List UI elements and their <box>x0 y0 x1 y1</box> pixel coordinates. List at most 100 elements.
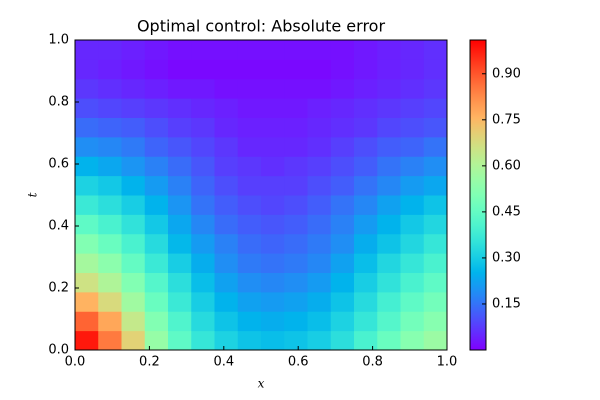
heatmap-cell <box>75 59 99 80</box>
heatmap-cell <box>191 117 215 138</box>
heatmap-cell <box>191 272 215 293</box>
heatmap-cell <box>400 330 425 351</box>
heatmap-cell <box>121 117 146 138</box>
heatmap-cell <box>144 233 169 254</box>
heatmap-cell <box>168 195 192 215</box>
heatmap-cell <box>121 175 146 196</box>
heatmap-cell <box>214 136 239 157</box>
heatmap-cell <box>284 330 308 351</box>
heatmap-cell <box>214 291 239 312</box>
heatmap-cell <box>75 136 99 157</box>
heatmap-cell <box>98 214 122 235</box>
heatmap-cell <box>354 175 378 196</box>
colorbar <box>469 39 487 351</box>
heatmap-cell <box>191 330 215 351</box>
heatmap-cell <box>284 253 308 273</box>
x-tick-label: 0.8 <box>362 355 383 370</box>
heatmap-cell <box>261 233 285 254</box>
heatmap-cell <box>330 78 355 99</box>
heatmap-cell <box>330 59 355 80</box>
heatmap-cell <box>144 272 169 293</box>
heatmap-cell <box>261 117 285 138</box>
heatmap-cell <box>191 253 215 273</box>
y-tick-label: 0.2 <box>48 281 69 296</box>
heatmap-cell <box>214 195 239 215</box>
heatmap-cell <box>261 253 285 273</box>
heatmap-cell <box>400 98 425 118</box>
heatmap-cell <box>330 214 355 235</box>
heatmap-cell <box>284 156 308 177</box>
heatmap-cell <box>214 253 239 273</box>
heatmap-cell <box>237 175 262 196</box>
heatmap-cell <box>75 98 99 118</box>
heatmap-cell <box>144 291 169 312</box>
heatmap-cell <box>354 291 378 312</box>
heatmap-cell <box>354 136 378 157</box>
heatmap-cell <box>377 117 401 138</box>
heatmap-cell <box>400 233 425 254</box>
heatmap-cell <box>423 272 448 293</box>
heatmap-cell <box>423 311 448 332</box>
heatmap-cell <box>168 253 192 273</box>
heatmap-cell <box>400 78 425 99</box>
heatmap-cell <box>377 253 401 273</box>
heatmap-cell <box>307 272 332 293</box>
heatmap-cell <box>75 156 99 177</box>
heatmap-cell <box>284 195 308 215</box>
heatmap-cell <box>75 253 99 273</box>
heatmap-cell <box>75 40 99 60</box>
heatmap-cell <box>121 233 146 254</box>
heatmap-cell <box>237 156 262 177</box>
heatmap-cell <box>400 156 425 177</box>
heatmap-cell <box>330 253 355 273</box>
heatmap-cell <box>121 156 146 177</box>
heatmap-cell <box>423 330 448 351</box>
heatmap-cell <box>284 78 308 99</box>
heatmap-cell <box>330 311 355 332</box>
heatmap-cell <box>168 156 192 177</box>
heatmap-cell <box>377 330 401 351</box>
heatmap-cell <box>284 214 308 235</box>
x-tick-label: 0.4 <box>213 355 234 370</box>
heatmap-cell <box>307 78 332 99</box>
heatmap-cell <box>191 136 215 157</box>
heatmap-cell <box>121 98 146 118</box>
heatmap-cell <box>214 40 239 60</box>
heatmap-cell <box>168 311 192 332</box>
heatmap-cell <box>354 253 378 273</box>
heatmap-cell <box>191 175 215 196</box>
heatmap-cell <box>144 156 169 177</box>
heatmap-cell <box>214 98 239 118</box>
heatmap-cell <box>284 136 308 157</box>
heatmap-cell <box>330 233 355 254</box>
y-tick-label: 1.0 <box>48 33 69 48</box>
heatmap-cell <box>261 136 285 157</box>
heatmap-cell <box>144 136 169 157</box>
heatmap-cell <box>400 253 425 273</box>
heatmap-cell <box>191 78 215 99</box>
heatmap-cell <box>330 98 355 118</box>
heatmap-cell <box>284 98 308 118</box>
heatmap-cell <box>75 175 99 196</box>
heatmap-cell <box>75 195 99 215</box>
heatmap-cell <box>354 330 378 351</box>
heatmap-cell <box>400 117 425 138</box>
heatmap-cell <box>261 272 285 293</box>
heatmap-cell <box>307 214 332 235</box>
heatmap-cell <box>214 233 239 254</box>
heatmap-cell <box>98 175 122 196</box>
heatmap-cell <box>307 98 332 118</box>
heatmap-cell <box>330 40 355 60</box>
heatmap-cell <box>307 156 332 177</box>
heatmap-cell <box>121 78 146 99</box>
heatmap-cell <box>354 272 378 293</box>
heatmap-cell <box>98 40 122 60</box>
heatmap-cell <box>168 272 192 293</box>
heatmap-cell <box>307 195 332 215</box>
heatmap-cell <box>400 311 425 332</box>
colorbar-tick-label: 0.45 <box>492 204 521 219</box>
heatmap-cell <box>214 156 239 177</box>
heatmap-cell <box>75 291 99 312</box>
heatmap-cell <box>214 175 239 196</box>
heatmap-cell <box>144 195 169 215</box>
